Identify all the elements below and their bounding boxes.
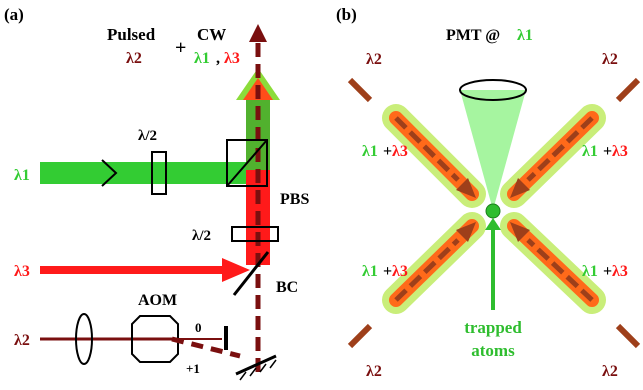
pulsed-label: Pulsed xyxy=(107,25,156,44)
beam-upper-left-arrow xyxy=(456,178,476,198)
pmt-label: PMT @ xyxy=(446,27,500,44)
pbs-cube xyxy=(226,139,268,187)
panel-b-tag: (b) xyxy=(336,5,357,24)
beam-upper-right-core xyxy=(507,111,599,201)
beam-label-upper-right-l1: λ1 xyxy=(582,143,598,160)
pbs-diagonal xyxy=(226,139,268,187)
halfwave-mid-label: λ/2 xyxy=(192,228,211,244)
atoms-pointer-arrowhead xyxy=(485,218,501,230)
beam-label-upper-left-l3: λ3 xyxy=(392,143,408,160)
pulse-label-upper-left: λ2 xyxy=(366,51,382,68)
cw-comma: , xyxy=(216,50,220,67)
plus-sign: + xyxy=(175,37,186,59)
beam-upper-left-pulse xyxy=(394,116,460,182)
beam-label-lower-right-l3: λ3 xyxy=(612,263,628,280)
pulse-dash-lower-right xyxy=(615,323,641,349)
order-zero-label: 0 xyxy=(195,320,202,335)
beam-label-upper-left-l1: λ1 xyxy=(362,143,378,160)
beam-lower-left-pulse xyxy=(394,238,460,302)
pulse-dash-upper-left xyxy=(347,77,373,103)
pulse-label-lower-left: λ2 xyxy=(366,363,382,380)
beam-lower-right xyxy=(500,212,606,314)
pulse-label-upper-right: λ2 xyxy=(602,51,618,68)
pmt-lambda-label: λ1 xyxy=(517,27,533,44)
mirror-hatch-4 xyxy=(269,359,277,369)
halfwave-top-label: λ/2 xyxy=(138,128,157,144)
atoms-label-line1: trapped xyxy=(464,318,522,337)
bc-label: BC xyxy=(276,279,298,296)
halfwave-plate-top xyxy=(151,151,167,195)
beam-upper-right-pulse xyxy=(526,116,594,182)
pulse-dash-upper-right xyxy=(615,77,641,103)
order-plus-one-label: +1 xyxy=(186,361,200,376)
beam-label-upper-right-plus: + xyxy=(603,143,612,160)
beam-label-lower-right-plus: + xyxy=(603,263,612,280)
beam-label-lower-left-l3: λ3 xyxy=(392,263,408,280)
pbs-label: PBS xyxy=(280,191,309,208)
cw-lambda3-label: λ3 xyxy=(224,50,240,67)
beam-label-lower-left: λ1 + λ3 xyxy=(362,263,408,280)
aom-label: AOM xyxy=(138,292,177,309)
beam-lower-right-pulse xyxy=(526,238,594,302)
beam-lower-left xyxy=(382,212,486,314)
lambda3-arrowhead xyxy=(222,258,250,282)
order-plus-one-beam xyxy=(171,336,241,359)
beam-label-upper-left: λ1 + λ3 xyxy=(362,143,408,160)
beam-combiner xyxy=(232,251,270,296)
pmt-aperture-lens xyxy=(459,79,527,101)
cw-lambda1-label: λ1 xyxy=(194,50,210,67)
beam-label-lower-right-l1: λ1 xyxy=(582,263,598,280)
pmt-collection-cone xyxy=(460,90,526,210)
halfwave-plate-mid xyxy=(231,226,279,242)
steering-mirror xyxy=(235,354,277,376)
beam-upper-right-arrow xyxy=(510,178,530,198)
pulsed-beam-arrowhead xyxy=(249,24,267,42)
beam-lower-right-arrow xyxy=(510,222,530,242)
lambda1-input-beam xyxy=(40,162,246,184)
focusing-lens xyxy=(75,313,93,365)
trapped-atoms-dot xyxy=(485,203,501,219)
pulse-dash-lower-left xyxy=(347,323,373,349)
beam-label-lower-left-l1: λ1 xyxy=(362,263,378,280)
aom-crystal xyxy=(131,315,179,363)
pulsed-lambda-label: λ2 xyxy=(126,50,142,67)
panel-a: (a) Pulsed λ2 + CW λ1 , λ3 λ1 λ/2 PBS λ xyxy=(4,5,309,381)
mirror-hatch-1 xyxy=(239,371,247,381)
lambda1-direction-chevron xyxy=(101,159,118,187)
beam-upper-left xyxy=(382,104,486,208)
beam-label-upper-right: λ1 + λ3 xyxy=(582,143,628,160)
beam-label-lower-right: λ1 + λ3 xyxy=(582,263,628,280)
pulse-label-lower-right: λ2 xyxy=(602,363,618,380)
mirror-hatch-2 xyxy=(249,367,257,377)
beam-label-lower-left-plus: + xyxy=(383,263,392,280)
lambda1-input-label: λ1 xyxy=(14,167,30,184)
beam-label-upper-left-plus: + xyxy=(383,143,392,160)
beam-lower-left-arrow xyxy=(456,222,476,242)
beam-upper-right xyxy=(500,104,606,208)
lambda2-input-label: λ2 xyxy=(14,332,30,349)
atoms-label-line2: atoms xyxy=(471,341,515,360)
cw-label: CW xyxy=(197,25,226,44)
lambda3-input-label: λ3 xyxy=(14,263,30,280)
mirror-hatch-3 xyxy=(259,363,267,373)
panel-b: (b) PMT @ λ1 xyxy=(336,5,641,380)
panel-a-tag: (a) xyxy=(4,5,24,24)
beam-label-upper-right-l3: λ3 xyxy=(612,143,628,160)
